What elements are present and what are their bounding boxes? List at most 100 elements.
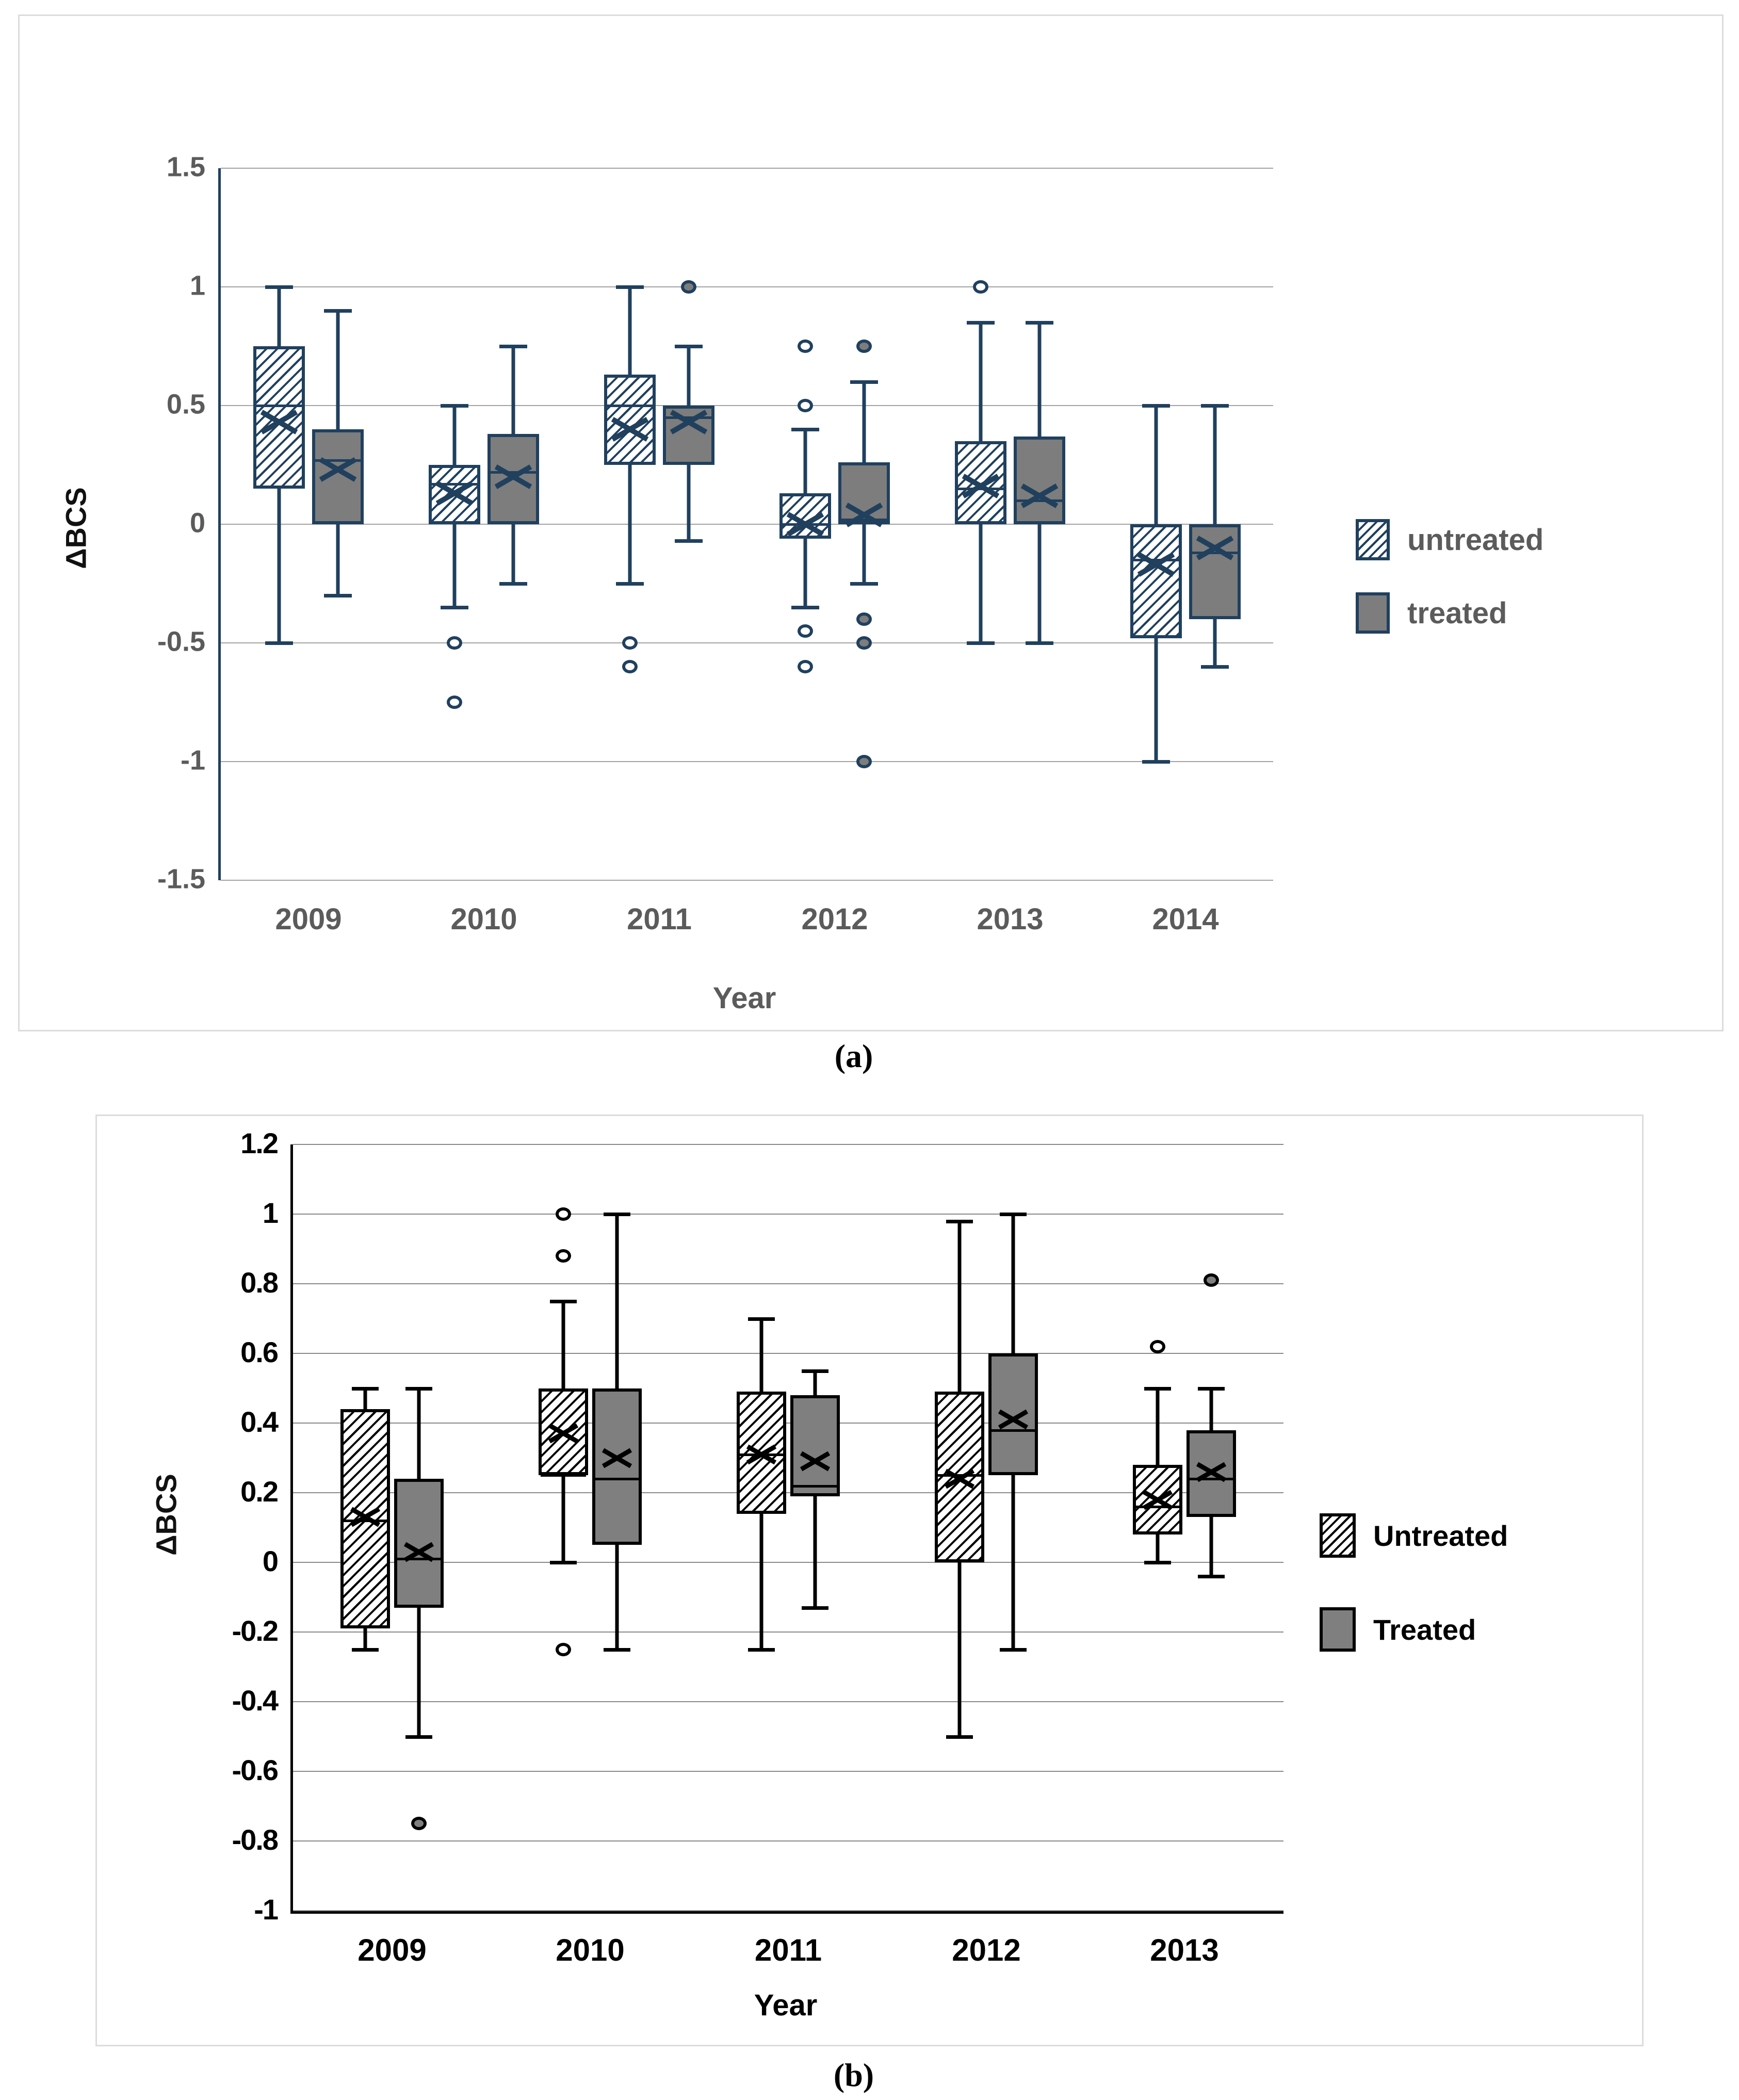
outlier-untreated-2010: [556, 1207, 571, 1221]
gridline: [293, 1423, 1283, 1424]
outlier-treated-2012: [856, 755, 872, 768]
chart-panel-b: ΔBCS 1.2 1 0.8 0.6 0.4 0.2 0 -0.2 -0.4 -0.6 -0.8 -1…: [95, 1114, 1644, 2046]
whisker-cap: [1201, 404, 1229, 408]
whisker-cap: [441, 606, 468, 609]
mean-marker-untreated-2009: [259, 409, 299, 435]
gridline: [293, 1353, 1283, 1354]
legend: Untreated Treated: [1320, 1513, 1508, 1652]
mean-marker-treated-2013: [1019, 482, 1060, 509]
x-axis-title: Year: [754, 1989, 818, 2022]
median-line-untreated-2009: [255, 405, 303, 407]
whisker-cap: [850, 380, 878, 384]
whisker-cap: [967, 641, 995, 645]
y-tick-label: -1: [180, 745, 205, 776]
x-axis-title: Year: [712, 981, 776, 1015]
whisker-cap: [1142, 404, 1170, 408]
whisker-cap: [1201, 665, 1229, 669]
whisker-cap: [616, 582, 644, 586]
whisker-cap: [352, 1386, 379, 1391]
whisker-cap: [265, 285, 293, 289]
y-axis-title: ΔBCS: [150, 1474, 183, 1556]
box-untreated-2012: [935, 1392, 984, 1562]
outlier-treated-2012: [856, 636, 872, 650]
whisker-cap: [499, 582, 527, 586]
legend-label: untreated: [1407, 523, 1544, 557]
whisker-cap: [441, 404, 468, 408]
y-tick-label: 0: [189, 507, 205, 539]
y-tick-label: -0.8: [232, 1823, 279, 1856]
mean-marker-treated-2011: [669, 409, 709, 435]
whisker-cap: [791, 428, 819, 431]
gridline: [293, 1701, 1283, 1702]
y-tick-label: -0.5: [157, 626, 205, 657]
outlier-untreated-2013: [1150, 1339, 1165, 1353]
whisker-cap: [748, 1647, 775, 1652]
median-line-untreated-2011: [606, 405, 654, 407]
subfigure-caption-b: (b): [833, 2057, 874, 2093]
outlier-untreated-2010: [556, 1642, 571, 1656]
gridline: [293, 1771, 1283, 1772]
outlier-treated-2011: [681, 280, 696, 294]
x-tick-label: 2011: [627, 902, 692, 936]
whisker-cap: [499, 345, 527, 348]
y-tick-label: 1.5: [166, 151, 205, 183]
legend: untreated treated: [1356, 519, 1543, 634]
whisker-cap: [550, 1561, 577, 1564]
box-treated-2012: [988, 1353, 1038, 1476]
whisker-cap: [1198, 1386, 1225, 1391]
treated-gray-swatch-icon: [1356, 592, 1390, 634]
mean-marker-treated-2009: [403, 1541, 435, 1563]
gridline: [293, 1214, 1283, 1215]
gridline: [221, 286, 1273, 287]
outlier-untreated-2011: [622, 660, 638, 673]
box-treated-2013: [1014, 436, 1065, 524]
legend-label: Treated: [1373, 1613, 1476, 1646]
y-tick-label: 0.5: [166, 389, 205, 420]
outlier-untreated-2010: [447, 696, 462, 709]
untreated-hatch-swatch-icon: [1320, 1513, 1356, 1558]
box-untreated-2014: [1130, 524, 1182, 638]
mean-marker-treated-2012: [844, 502, 884, 528]
plot-area: 1.5 1 0.5 0 -0.5 -1 -1.5 2009 2010 2011 2012 2013 20…: [157, 152, 1273, 936]
whisker-cap: [675, 539, 703, 543]
outlier-treated-2012: [856, 612, 872, 626]
gridline: [221, 761, 1273, 762]
gridline: [221, 524, 1273, 525]
mean-marker-untreated-2009: [349, 1506, 381, 1528]
whisker-cap: [1000, 1213, 1027, 1216]
whisker-cap: [324, 594, 352, 597]
outlier-untreated-2012: [798, 399, 813, 412]
mean-marker-untreated-2013: [961, 473, 1001, 499]
whisker-cap: [324, 309, 352, 313]
whisker-cap: [1198, 1575, 1225, 1578]
mean-marker-untreated-2014: [1136, 551, 1176, 578]
outlier-treated-2012: [856, 340, 872, 353]
whisker-cap: [604, 1213, 630, 1216]
untreated-hatch-swatch-icon: [1356, 519, 1390, 560]
mean-marker-untreated-2011: [610, 416, 650, 443]
mean-marker-untreated-2012: [785, 511, 825, 538]
y-tick-label: 0: [262, 1544, 279, 1577]
outlier-treated-2013: [1204, 1273, 1219, 1287]
mean-marker-untreated-2012: [944, 1467, 976, 1490]
whisker-cap: [748, 1317, 775, 1321]
whisker-cap: [604, 1647, 630, 1652]
legend-item-treated: treated: [1356, 592, 1543, 634]
whisker-cap: [616, 285, 644, 289]
whisker-cap: [352, 1647, 379, 1652]
whisker-cap: [405, 1386, 432, 1391]
whisker-cap: [405, 1735, 432, 1739]
legend-item-treated: Treated: [1320, 1607, 1508, 1652]
chart-panel-a: ΔBCS 1.5 1 0.5 0 -0.5 -1 -1.5 2009 2010 2011 2012 2…: [18, 14, 1724, 1031]
whisker-cap: [802, 1606, 828, 1610]
gridline: [221, 405, 1273, 406]
y-tick-label: 0.6: [240, 1335, 279, 1368]
whisker-cap: [1144, 1386, 1171, 1391]
whisker-cap: [1142, 760, 1170, 764]
subfigure-caption-a: (a): [834, 1038, 873, 1074]
legend-label: treated: [1407, 596, 1507, 630]
plot-area: 1.2 1 0.8 0.6 0.4 0.2 0 -0.2 -0.4 -0.6 -0.8 -1 2009 2…: [232, 1127, 1283, 1967]
mean-marker-treated-2010: [601, 1447, 633, 1469]
mean-marker-treated-2013: [1195, 1461, 1227, 1483]
gridline: [293, 1631, 1283, 1633]
